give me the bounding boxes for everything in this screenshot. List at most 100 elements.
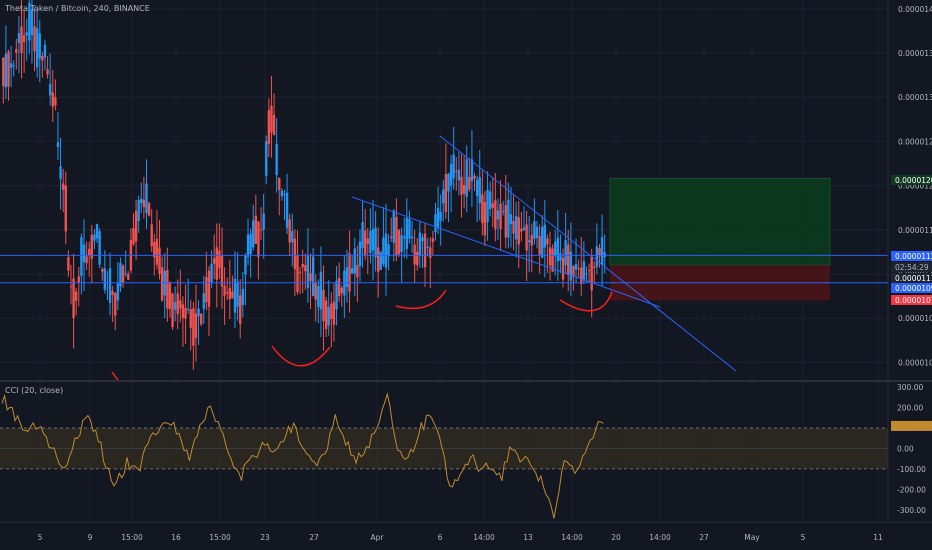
price-badge-line: 0.00001090 xyxy=(895,284,932,293)
candle-body xyxy=(603,252,606,257)
candle-body xyxy=(554,241,557,257)
candle-body xyxy=(160,267,164,301)
candle-body xyxy=(390,236,393,239)
candle-body xyxy=(69,286,73,288)
candle-body xyxy=(403,236,406,239)
candle-body xyxy=(30,9,34,36)
candle-body xyxy=(585,273,588,275)
annotation-curve[interactable] xyxy=(559,291,613,312)
candle-body xyxy=(514,216,518,240)
candle-body xyxy=(374,228,377,258)
candle-body xyxy=(382,237,385,265)
candle-body xyxy=(350,268,354,274)
candle-body xyxy=(176,293,179,315)
candle-body xyxy=(546,238,549,245)
candle-body xyxy=(567,244,570,276)
candle-body xyxy=(564,240,567,266)
candle-body xyxy=(9,63,13,68)
candle-body xyxy=(577,268,580,270)
time-tick-label: 16 xyxy=(171,533,181,542)
candle-body xyxy=(345,267,349,288)
candle-body xyxy=(426,246,429,248)
candle-body xyxy=(207,270,211,307)
candle-body xyxy=(51,92,54,107)
candle-body xyxy=(181,304,185,319)
cci-line[interactable] xyxy=(1,392,604,519)
candle-body xyxy=(137,199,140,221)
candle-body xyxy=(67,257,70,271)
price-badge-target: 0.00001208 xyxy=(895,176,932,185)
time-tick-label: 5 xyxy=(38,533,43,542)
cci-tick-label: 200.00 xyxy=(897,404,923,413)
candle-body xyxy=(12,65,15,67)
price-tick-label: 0.00001300 xyxy=(898,93,932,102)
price-tick-label: 0.00001200 xyxy=(898,182,932,191)
candle-body xyxy=(2,57,5,87)
price-badge-countdown: 02:54:29 xyxy=(895,263,929,272)
candle-body xyxy=(387,244,390,257)
target-zone[interactable] xyxy=(609,178,831,266)
candle-body xyxy=(265,141,268,176)
price-tick-label: 0.00001150 xyxy=(898,226,932,235)
cci-tick-label: -100.00 xyxy=(897,465,926,474)
candle-body xyxy=(317,286,320,307)
candle-body xyxy=(595,246,599,267)
candle-body xyxy=(309,273,312,282)
candle-body xyxy=(296,254,299,293)
price-badge-bg xyxy=(891,283,932,293)
candle-body xyxy=(41,55,44,61)
candle-body xyxy=(262,213,265,230)
trend-line-upper[interactable] xyxy=(439,135,737,372)
candle-body xyxy=(56,142,60,148)
price-badge-bg xyxy=(891,175,932,185)
candle-body xyxy=(580,267,583,285)
candle-body xyxy=(140,198,143,204)
candle-body xyxy=(400,235,403,252)
candle-body xyxy=(538,236,541,255)
candle-body xyxy=(348,253,351,292)
candle-body xyxy=(363,230,367,255)
price-badge-last: 0.00001110 xyxy=(895,274,932,283)
price-badge-bg xyxy=(891,273,932,283)
candle-body xyxy=(61,183,65,190)
candle-body xyxy=(520,228,523,232)
candle-body xyxy=(153,242,156,258)
candle-body xyxy=(535,226,539,239)
candle-body xyxy=(72,278,75,319)
candle-body xyxy=(116,283,120,301)
candle-body xyxy=(127,273,130,280)
candle-body xyxy=(25,32,28,36)
candle-body xyxy=(98,231,101,265)
candle-body xyxy=(192,308,195,346)
candle-body xyxy=(257,221,260,257)
candle-body xyxy=(337,277,341,297)
annotation-curve[interactable] xyxy=(395,289,447,310)
candle-body xyxy=(93,234,96,241)
candle-body xyxy=(319,271,323,310)
candle-body xyxy=(340,287,343,294)
candle-body xyxy=(249,234,252,255)
candle-body xyxy=(194,313,198,339)
annotation-curve[interactable] xyxy=(271,345,331,367)
cci-title: CCI (20, close) xyxy=(5,386,64,395)
candle-body xyxy=(22,35,26,43)
candle-body xyxy=(358,241,362,267)
candle-body xyxy=(525,224,528,251)
time-tick-label: 14:00 xyxy=(473,533,495,542)
candle-body xyxy=(233,278,237,313)
candle-body xyxy=(77,276,81,283)
candle-body xyxy=(491,203,494,208)
candle-body xyxy=(171,293,174,328)
time-tick-label: 27 xyxy=(699,533,709,542)
candle-body xyxy=(267,110,271,144)
candle-body xyxy=(210,263,213,283)
candle-body xyxy=(501,210,505,213)
candle-body xyxy=(332,301,336,325)
candle-body xyxy=(46,69,49,75)
price-tick-label: 0.00001050 xyxy=(898,314,932,323)
trend-line-lower[interactable] xyxy=(351,196,661,308)
candle-body xyxy=(85,256,88,264)
candle-body xyxy=(551,248,554,272)
candle-body xyxy=(43,44,47,58)
